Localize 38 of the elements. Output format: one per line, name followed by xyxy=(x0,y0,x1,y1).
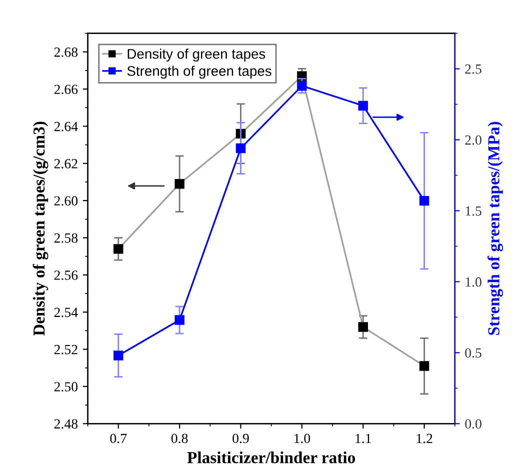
x-tick-label: 0.8 xyxy=(171,434,188,444)
y2-tick-label: 0.5 xyxy=(465,348,482,358)
legend-label: Strength of green tapes xyxy=(127,66,272,79)
point xyxy=(419,361,430,371)
point xyxy=(174,179,184,189)
point xyxy=(236,143,246,154)
point xyxy=(358,100,368,111)
y-tick-label: 2.64 xyxy=(54,122,78,132)
x-tick-label: 1.2 xyxy=(416,434,432,444)
y-tick-label: 2.50 xyxy=(54,382,78,392)
x-axis-title: Plasiticizer/binder ratio xyxy=(187,452,356,464)
y2-tick-label: 2.5 xyxy=(465,64,482,74)
point xyxy=(114,244,124,254)
point xyxy=(174,315,184,325)
point xyxy=(114,350,124,360)
y-tick-label: 2.68 xyxy=(54,47,78,57)
y-tick-label: 2.54 xyxy=(54,308,78,318)
point xyxy=(297,80,307,91)
y-tick-label: 2.52 xyxy=(54,344,78,354)
y-tick-label: 2.48 xyxy=(54,419,78,429)
y-tick-label: 2.60 xyxy=(54,196,78,206)
y-tick-label: 2.56 xyxy=(54,270,78,280)
y2-tick-label: 1.5 xyxy=(466,206,482,216)
legend-label: Density of green tapes xyxy=(128,48,266,62)
y2-tick-label: 0.0 xyxy=(465,419,482,429)
y-axis-title: Density of green tapes/(g/cm3) xyxy=(32,122,48,336)
point xyxy=(419,196,430,206)
x-tick-label: 1.0 xyxy=(294,434,310,444)
y2-tick-label: 1.0 xyxy=(466,277,482,287)
y2-axis-title: Strength of green tapes/(MPa) xyxy=(488,122,503,335)
y-tick-label: 2.58 xyxy=(54,233,78,243)
x-tick-label: 1.1 xyxy=(356,434,371,444)
y2-tick-label: 2.0 xyxy=(465,135,482,145)
x-tick-label: 0.7 xyxy=(110,434,127,444)
y-tick-label: 2.62 xyxy=(54,159,78,168)
y-tick-label: 2.66 xyxy=(54,84,78,94)
x-tick-label: 0.9 xyxy=(232,434,249,444)
point xyxy=(358,322,368,332)
